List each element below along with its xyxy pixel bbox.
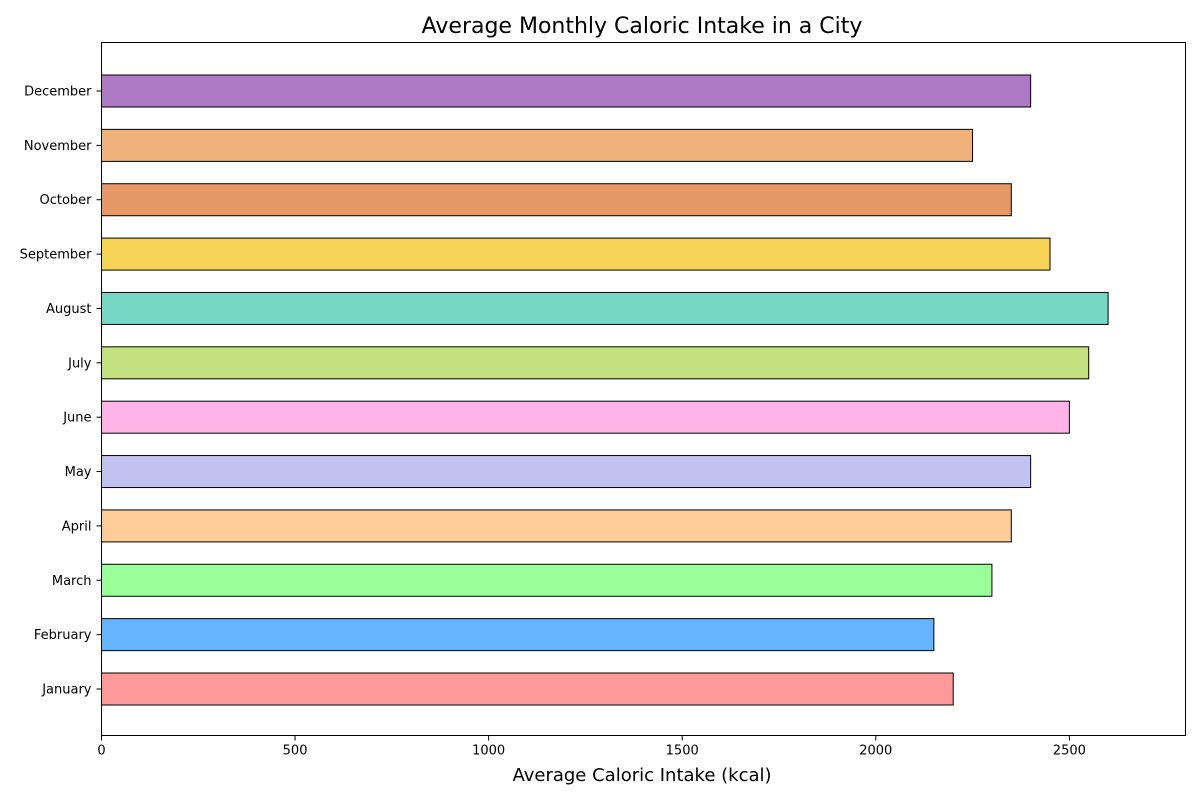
bar-december xyxy=(101,74,1032,108)
bar-august xyxy=(101,291,1109,325)
x-tick-label-1500: 1500 xyxy=(666,744,699,759)
x-axis-label: Average Caloric Intake (kcal) xyxy=(512,765,771,786)
y-tick-label-january: January xyxy=(41,683,92,698)
x-tick-label-2500: 2500 xyxy=(1053,744,1086,759)
y-tick-label-december: December xyxy=(24,85,92,100)
bar-september xyxy=(101,237,1051,271)
bar-november xyxy=(101,128,974,162)
bar-july xyxy=(101,346,1090,380)
bar-february xyxy=(101,618,935,652)
bar-january xyxy=(101,672,954,706)
bar-october xyxy=(101,183,1012,217)
bar-june xyxy=(101,400,1070,434)
bar-april xyxy=(101,509,1012,543)
y-axis: January February March April May June July Augu… xyxy=(20,85,102,698)
bars-group xyxy=(101,74,1109,706)
bar-march xyxy=(101,563,993,597)
y-tick-label-july: July xyxy=(67,356,92,371)
y-tick-label-may: May xyxy=(65,465,92,480)
y-tick-label-february: February xyxy=(34,628,92,643)
plot-frame xyxy=(101,42,1186,736)
chart-title: Average Monthly Caloric Intake in a City xyxy=(422,14,863,39)
y-tick-label-september: September xyxy=(20,248,93,263)
y-tick-label-april: April xyxy=(62,519,92,534)
y-tick-label-march: March xyxy=(52,574,92,589)
x-tick-label-500: 500 xyxy=(283,744,308,759)
y-tick-label-october: October xyxy=(39,193,92,208)
y-tick-label-june: June xyxy=(62,411,91,426)
y-tick-label-august: August xyxy=(46,302,92,317)
x-tick-label-0: 0 xyxy=(97,744,105,759)
x-tick-label-2000: 2000 xyxy=(859,744,892,759)
y-tick-label-november: November xyxy=(24,139,92,154)
x-tick-label-1000: 1000 xyxy=(472,744,505,759)
bar-may xyxy=(101,455,1032,489)
x-axis: 0 500 1000 1500 2000 2500 xyxy=(97,735,1086,759)
